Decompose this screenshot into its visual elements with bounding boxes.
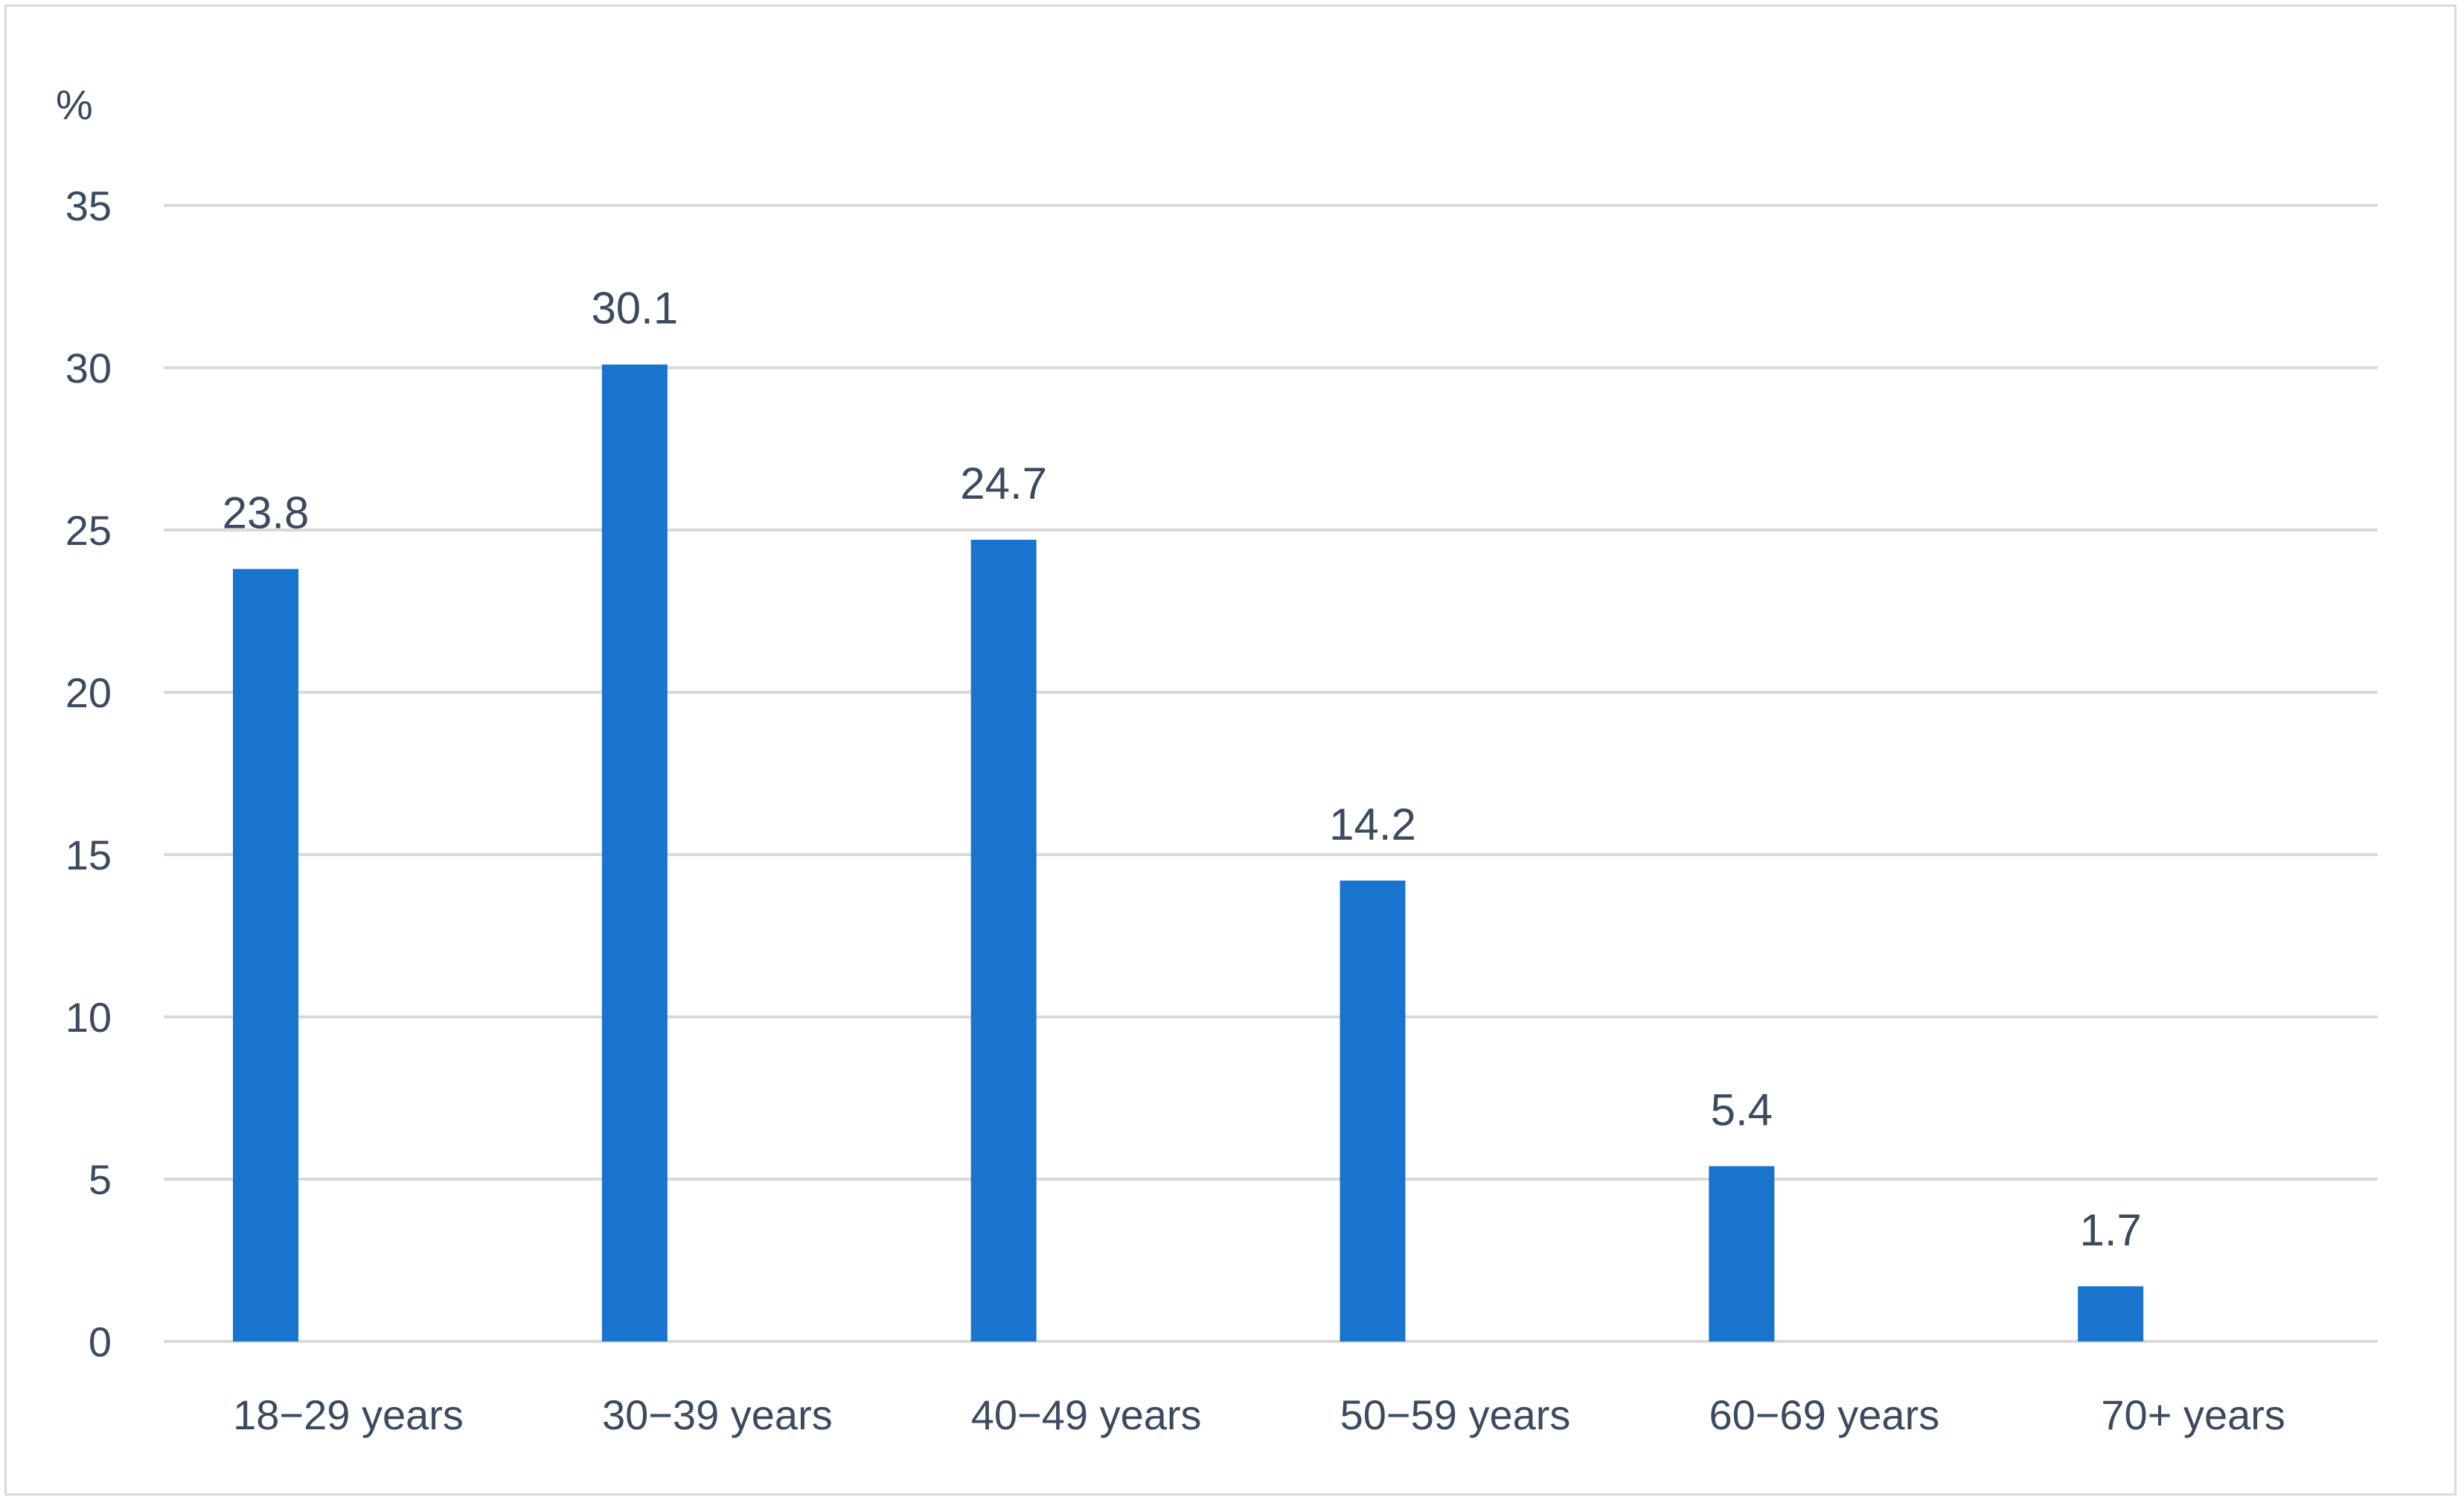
data-labels: 23.8 30.1 24.7 14.2 5.4 1.7	[223, 284, 2142, 1255]
bar	[1709, 1166, 1775, 1341]
y-tick-label: 30	[65, 345, 112, 392]
gridlines	[164, 204, 2378, 1343]
x-tick-label: 60−69 years	[1709, 1391, 1939, 1438]
y-tick-label: 5	[89, 1156, 112, 1203]
chart-frame	[4, 4, 2457, 1496]
y-tick-label: 25	[65, 507, 112, 554]
bars	[233, 364, 2144, 1341]
bar	[601, 364, 668, 1341]
y-tick-label: 0	[89, 1318, 112, 1365]
data-label: 24.7	[960, 459, 1047, 508]
data-label: 14.2	[1329, 800, 1416, 849]
data-label: 30.1	[591, 284, 678, 334]
data-label: 1.7	[2079, 1205, 2141, 1255]
y-tick-label: 15	[65, 832, 112, 878]
x-tick-label: 70+ years	[2101, 1391, 2285, 1438]
y-tick-label: 20	[65, 669, 112, 716]
x-tick-label: 18−29 years	[233, 1391, 464, 1438]
bar	[2078, 1286, 2144, 1341]
y-axis-unit-label: %	[56, 81, 93, 128]
y-tick-label: 10	[65, 994, 112, 1041]
bar	[1340, 880, 1406, 1341]
x-tick-label: 50−59 years	[1340, 1391, 1571, 1438]
x-tick-label: 40−49 years	[971, 1391, 1202, 1438]
y-tick-label: 35	[65, 182, 112, 229]
y-axis-ticks: 0 5 10 15 20 25 30 35	[65, 182, 112, 1365]
data-label: 5.4	[1711, 1085, 1773, 1135]
x-tick-label: 30−39 years	[602, 1391, 833, 1438]
x-axis-ticks: 18−29 years 30−39 years 40−49 years 50−59 y…	[233, 1391, 2285, 1438]
bar	[970, 540, 1037, 1341]
data-label: 23.8	[223, 488, 310, 537]
bar	[233, 569, 298, 1341]
